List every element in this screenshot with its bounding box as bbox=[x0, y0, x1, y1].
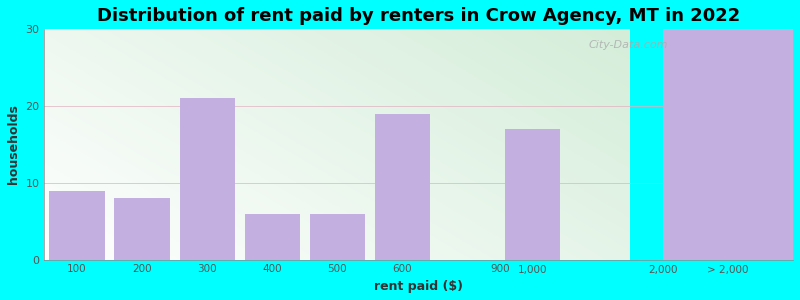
Bar bbox=[179, 98, 235, 260]
Bar bbox=[50, 190, 105, 260]
Y-axis label: households: households bbox=[7, 104, 20, 184]
X-axis label: rent paid ($): rent paid ($) bbox=[374, 280, 463, 293]
Text: City-Data.com: City-Data.com bbox=[589, 40, 668, 50]
Bar bbox=[114, 198, 170, 260]
Bar bbox=[663, 60, 793, 260]
Bar bbox=[663, 29, 793, 260]
Bar bbox=[310, 214, 365, 260]
Title: Distribution of rent paid by renters in Crow Agency, MT in 2022: Distribution of rent paid by renters in … bbox=[97, 7, 740, 25]
Bar bbox=[245, 214, 300, 260]
Bar bbox=[505, 129, 560, 260]
Bar bbox=[375, 114, 430, 260]
